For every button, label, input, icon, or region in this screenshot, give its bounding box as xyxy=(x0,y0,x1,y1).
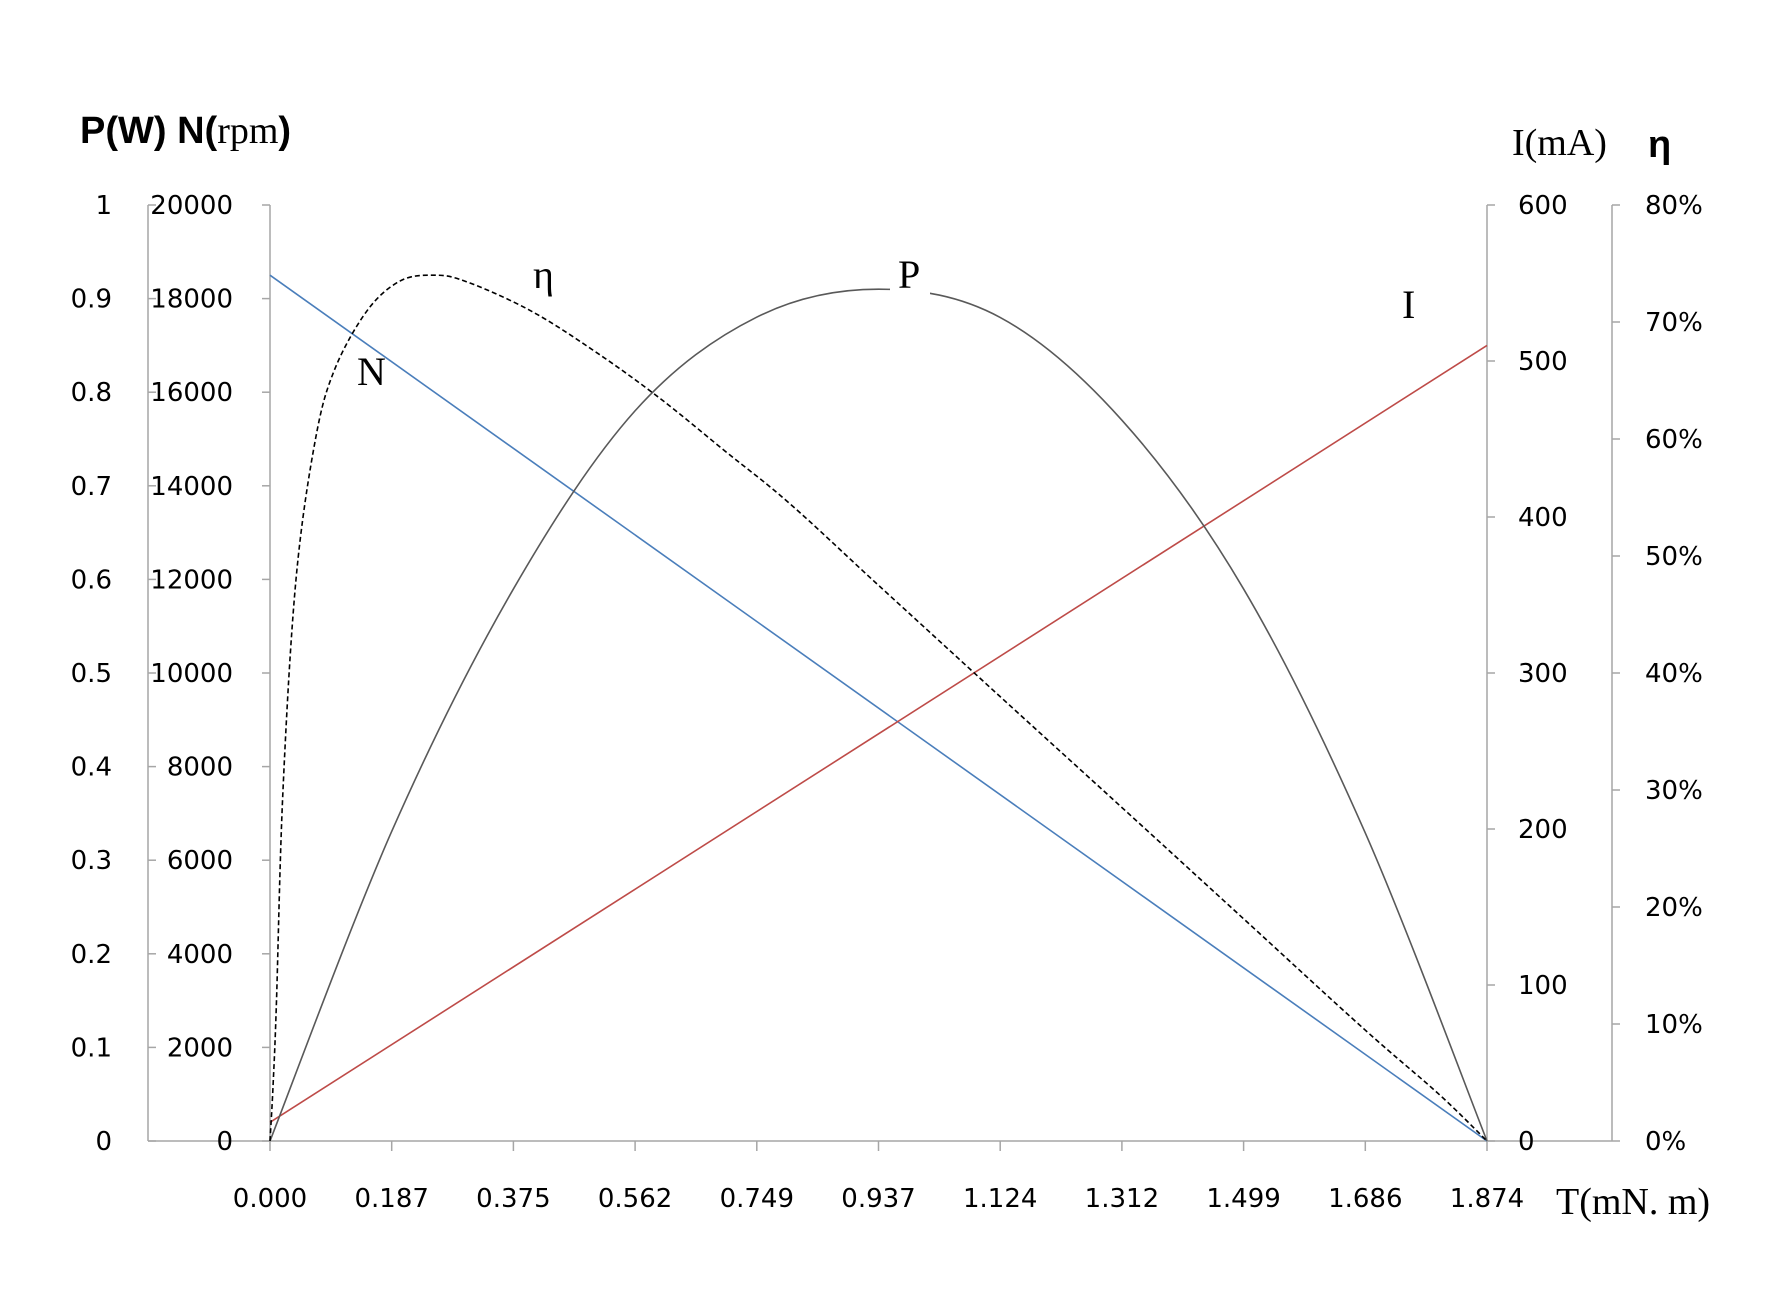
efficiency-axis-tick-label: 30% xyxy=(1645,776,1703,806)
power-axis-tick-label: 0.4 xyxy=(71,753,112,783)
efficiency-axis-tick-label: 60% xyxy=(1645,425,1703,455)
speed-axis-tick-label: 14000 xyxy=(150,472,233,502)
speed-curve-label: N xyxy=(357,349,386,394)
x-axis-title: T(mN. m) xyxy=(1556,1181,1710,1223)
power-label-backing xyxy=(890,252,930,300)
x-axis-tick-label: 0.000 xyxy=(233,1184,307,1214)
speed-axis-tick-label: 2000 xyxy=(167,1033,233,1063)
power-axis-tick-label: 0.7 xyxy=(71,472,112,502)
speed-axis-tick-label: 12000 xyxy=(150,565,233,595)
current-axis-tick-label: 200 xyxy=(1518,815,1568,845)
power-axis-tick-label: 0.1 xyxy=(71,1033,112,1063)
current-line xyxy=(269,344,1488,1123)
left-axis-title-close: ) xyxy=(278,110,291,152)
x-axis-tick-label: 0.187 xyxy=(354,1184,428,1214)
efficiency-axis-tick-label: 0% xyxy=(1645,1127,1686,1157)
current-axis-tick-label: 300 xyxy=(1518,659,1568,689)
current-axis-tick-label: 100 xyxy=(1518,971,1568,1001)
x-axis-tick-label: 0.749 xyxy=(720,1184,794,1214)
power-curve xyxy=(269,288,1488,1142)
power-axis-tick-label: 0.9 xyxy=(71,285,112,315)
speed-axis-tick-label: 8000 xyxy=(167,753,233,783)
x-axis-tick-label: 0.375 xyxy=(476,1184,550,1214)
x-axis-tick-label: 1.499 xyxy=(1206,1184,1280,1214)
left-axis-title-unit: rpm xyxy=(217,110,278,152)
efficiency-curve xyxy=(269,274,1488,1142)
current-axis-tick-label: 500 xyxy=(1518,347,1568,377)
x-axis-tick-label: 1.312 xyxy=(1085,1184,1159,1214)
series-group xyxy=(269,274,1488,1142)
efficiency-axis-tick-label: 10% xyxy=(1645,1010,1703,1040)
power-axis-tick-label: 0.3 xyxy=(71,846,112,876)
current-axis-tick-label: 0 xyxy=(1518,1127,1535,1157)
x-axis-tick-label: 0.937 xyxy=(841,1184,915,1214)
current-axis-title: I(mA) xyxy=(1512,122,1607,164)
efficiency-axis-tick-label: 70% xyxy=(1645,308,1703,338)
efficiency-axis-tick-label: 40% xyxy=(1645,659,1703,689)
speed-line xyxy=(269,274,1488,1142)
power-axis-tick-label: 0.6 xyxy=(71,565,112,595)
power-curve-label: P xyxy=(898,252,920,297)
left-axis-title: P(W) N(rpm) xyxy=(80,110,291,152)
efficiency-axis-tick-label: 50% xyxy=(1645,542,1703,572)
text-group: P(W) N(rpm) I(mA) η T(mN. m) 0 0.1 0.2 0.3 0… xyxy=(71,110,1710,1223)
axes-group xyxy=(147,204,1620,1151)
current-curve-label: I xyxy=(1402,282,1415,327)
x-axis-tick-label: 1.874 xyxy=(1450,1184,1524,1214)
power-axis-tick-label: 0.2 xyxy=(71,940,112,970)
efficiency-axis-tick-label: 80% xyxy=(1645,191,1703,221)
speed-axis-tick-label: 10000 xyxy=(150,659,233,689)
current-axis-tick-label: 400 xyxy=(1518,503,1568,533)
efficiency-axis-tick-label: 20% xyxy=(1645,893,1703,923)
speed-axis-tick-label: 4000 xyxy=(167,940,233,970)
power-axis-tick-label: 0.8 xyxy=(71,378,112,408)
speed-axis-tick-label: 18000 xyxy=(150,285,233,315)
speed-axis-tick-label: 0 xyxy=(216,1127,233,1157)
x-axis-tick-label: 1.686 xyxy=(1328,1184,1402,1214)
x-axis-tick-label: 1.124 xyxy=(963,1184,1037,1214)
power-axis-tick-label: 0 xyxy=(95,1127,112,1157)
left-axis-title-bold: P(W) N( xyxy=(80,110,218,152)
current-axis-tick-label: 600 xyxy=(1518,191,1568,221)
efficiency-curve-label: η xyxy=(533,252,554,297)
speed-axis-tick-label: 16000 xyxy=(150,378,233,408)
speed-axis-tick-label: 20000 xyxy=(150,191,233,221)
power-axis-tick-label: 1 xyxy=(95,191,112,221)
speed-axis-tick-label: 6000 xyxy=(167,846,233,876)
power-axis-tick-label: 0.5 xyxy=(71,659,112,689)
x-axis-tick-label: 0.562 xyxy=(598,1184,672,1214)
efficiency-axis-title: η xyxy=(1648,124,1671,166)
